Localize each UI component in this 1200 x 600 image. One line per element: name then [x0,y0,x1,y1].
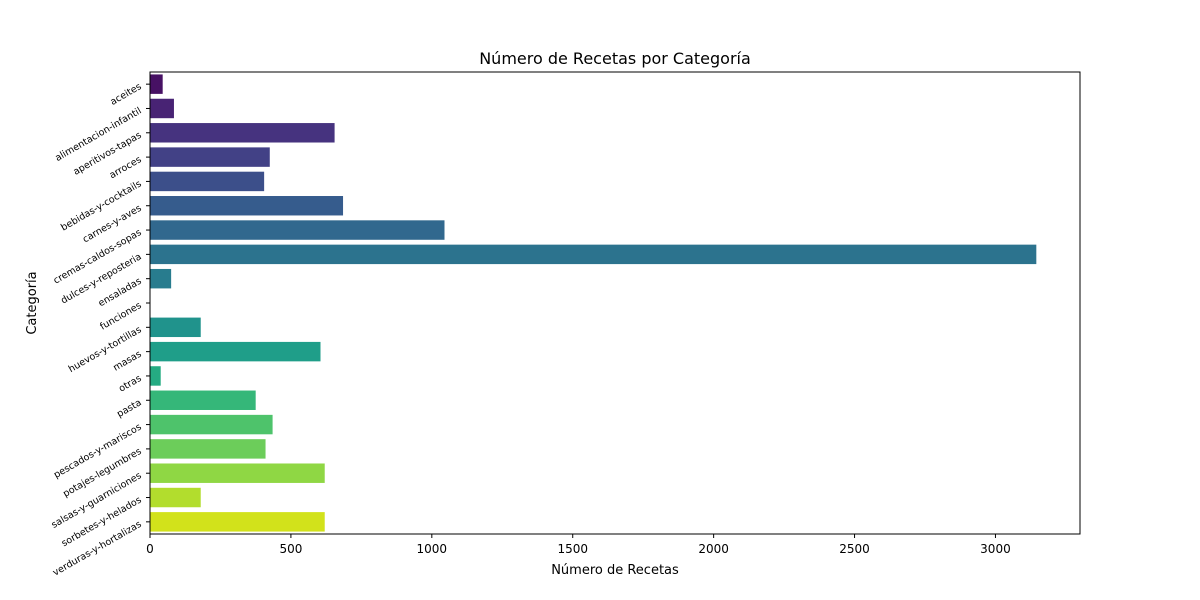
y-tick-label: otras [117,373,144,395]
bar-verduras-y-hortalizas [150,512,325,532]
bar-aperitivos-tapas [150,123,335,143]
bar-bebidas-y-cocktails [150,171,265,192]
bar-masas [150,341,321,362]
bar-ensaladas [150,268,172,289]
y-tick-label: arroces [108,154,144,181]
y-axis: aceitesalimentacion-infantilaperitivos-t… [50,81,150,579]
x-axis: 0 500 1000 1500 2000 2500 3000 [146,534,1011,556]
bar-pescados-y-mariscos [150,414,273,435]
y-tick-label: aceites [109,81,144,108]
bar-sorbetes-y-helados [150,487,201,508]
bar-potajes-legumbres [150,439,266,459]
bar-aceites [150,74,163,94]
bar-pasta [150,390,256,410]
bar-cremas-caldos-sopas [150,220,445,240]
x-tick-label: 2500 [839,542,870,556]
x-tick-label: 500 [279,542,302,556]
y-tick-label: pasta [115,397,143,420]
bar-dulces-y-reposteria [150,244,1037,265]
x-tick-label: 1500 [557,542,588,556]
x-tick-label: 1000 [417,542,448,556]
x-tick-label: 3000 [980,542,1011,556]
bar-alimentacion-infantil [150,98,174,119]
x-axis-label: Número de Recetas [551,563,679,578]
bar-huevos-y-tortillas [150,317,201,338]
bar-salsas-y-guarniciones [150,463,325,483]
bars-group [150,74,1037,532]
bar-arroces [150,147,270,167]
bar-carnes-y-aves [150,196,344,216]
x-tick-label: 0 [146,542,154,556]
x-tick-label: 2000 [698,542,729,556]
y-tick-label: masas [111,349,143,374]
chart-title: Número de Recetas por Categoría [479,49,751,68]
bar-otras [150,366,161,386]
y-tick-label: huevos-y-tortillas [67,324,144,375]
y-axis-label: Categoría [25,271,40,334]
